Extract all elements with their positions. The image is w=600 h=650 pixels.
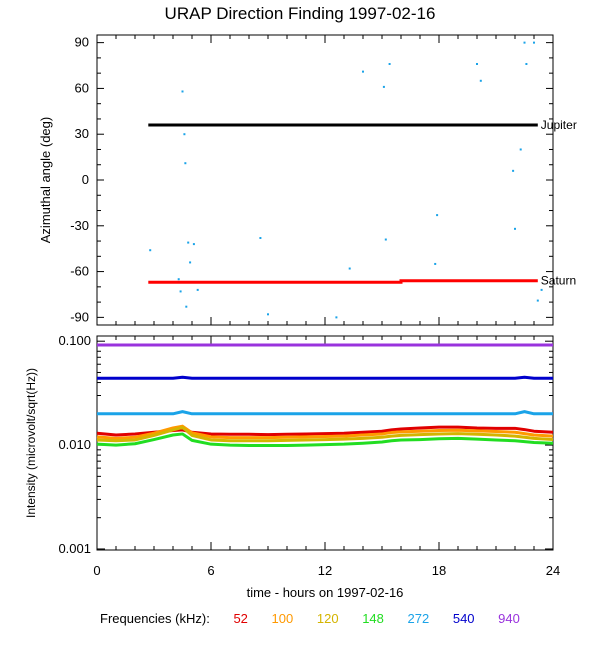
frequency-legend: Frequencies (kHz): 52 100 120 148 272 54… bbox=[100, 611, 520, 626]
series-line-272 bbox=[97, 410, 553, 416]
intensity-xtick-label: 12 bbox=[318, 563, 332, 578]
azimuth-point bbox=[525, 63, 528, 65]
intensity-ytick-label: 0.001 bbox=[58, 541, 91, 556]
intensity-ytick-label: 0.010 bbox=[58, 437, 91, 452]
azimuth-point bbox=[181, 90, 184, 93]
azimuth-point bbox=[476, 63, 478, 65]
intensity-plot-frame bbox=[96, 335, 554, 551]
azimuth-point bbox=[149, 249, 152, 252]
intensity-xtick-label: 24 bbox=[546, 563, 560, 578]
intensity-xtick-label: 6 bbox=[207, 563, 214, 578]
azimuth-point bbox=[436, 214, 439, 217]
azimuth-ytick-label: -30 bbox=[70, 218, 89, 233]
azimuth-ylabel: Azimuthal angle (deg) bbox=[38, 117, 53, 243]
intensity-xlabel: time - hours on 1997-02-16 bbox=[247, 585, 404, 600]
intensity-xtick-label: 0 bbox=[93, 563, 100, 578]
legend-item-120: 120 bbox=[316, 611, 339, 626]
azimuth-point bbox=[382, 85, 385, 88]
azimuth-ytick-label: -90 bbox=[70, 309, 89, 324]
intensity-xtick-label: 18 bbox=[432, 563, 446, 578]
azimuth-point bbox=[536, 299, 539, 302]
page-title: URAP Direction Finding 1997-02-16 bbox=[164, 4, 436, 23]
azimuth-plot: 90 60 30 0 -30 -60 -90 Azimuthal angle (deg) Jup… bbox=[38, 34, 577, 326]
series-line-540 bbox=[97, 375, 553, 380]
legend-item-272: 272 bbox=[407, 611, 430, 626]
azimuth-point bbox=[434, 262, 437, 265]
legend-item-148: 148 bbox=[362, 611, 384, 626]
reference-label-jupiter: Jupiter bbox=[541, 118, 577, 132]
azimuth-point bbox=[540, 288, 543, 291]
azimuth-point bbox=[179, 290, 182, 293]
series-line-52 bbox=[96, 425, 554, 437]
azimuth-point bbox=[479, 79, 482, 82]
legend-item-52: 52 bbox=[233, 611, 248, 626]
azimuth-point bbox=[533, 41, 535, 44]
intensity-ylabel: Intensity (microvolt/sqrt(Hz)) bbox=[24, 368, 38, 518]
legend-item-940: 940 bbox=[498, 611, 520, 626]
azimuth-point bbox=[362, 70, 364, 73]
azimuth-ytick-label: 30 bbox=[75, 126, 89, 141]
series-line-148 bbox=[96, 432, 554, 448]
azimuth-point bbox=[523, 41, 526, 44]
reference-label-saturn: Saturn bbox=[541, 274, 576, 288]
azimuth-ytick-label: -60 bbox=[70, 264, 89, 279]
azimuth-point bbox=[192, 243, 195, 246]
azimuth-point bbox=[259, 237, 262, 239]
azimuth-point bbox=[189, 261, 192, 264]
azimuth-ytick-label: 90 bbox=[75, 35, 89, 50]
azimuth-point bbox=[187, 241, 190, 244]
azimuth-point bbox=[177, 278, 180, 281]
azimuth-point bbox=[196, 288, 199, 291]
azimuth-point bbox=[335, 316, 338, 319]
azimuth-point bbox=[267, 313, 269, 316]
azimuth-point bbox=[384, 238, 387, 241]
intensity-ytick-label: 0.100 bbox=[58, 333, 91, 348]
azimuth-point bbox=[348, 267, 351, 270]
azimuth-point bbox=[185, 305, 188, 308]
legend-label: Frequencies (kHz): bbox=[100, 611, 210, 626]
series-line-120 bbox=[96, 425, 554, 443]
azimuth-point bbox=[512, 169, 515, 172]
azimuth-point bbox=[183, 133, 186, 136]
azimuth-point bbox=[514, 227, 516, 230]
azimuth-point bbox=[519, 148, 522, 151]
azimuth-point bbox=[388, 63, 391, 65]
azimuth-ytick-label: 0 bbox=[82, 172, 89, 187]
azimuth-ytick-label: 60 bbox=[75, 80, 89, 95]
legend-item-100: 100 bbox=[271, 611, 294, 626]
azimuth-point bbox=[184, 162, 187, 165]
legend-item-540: 540 bbox=[452, 611, 475, 626]
reference-line-saturn bbox=[148, 279, 538, 284]
